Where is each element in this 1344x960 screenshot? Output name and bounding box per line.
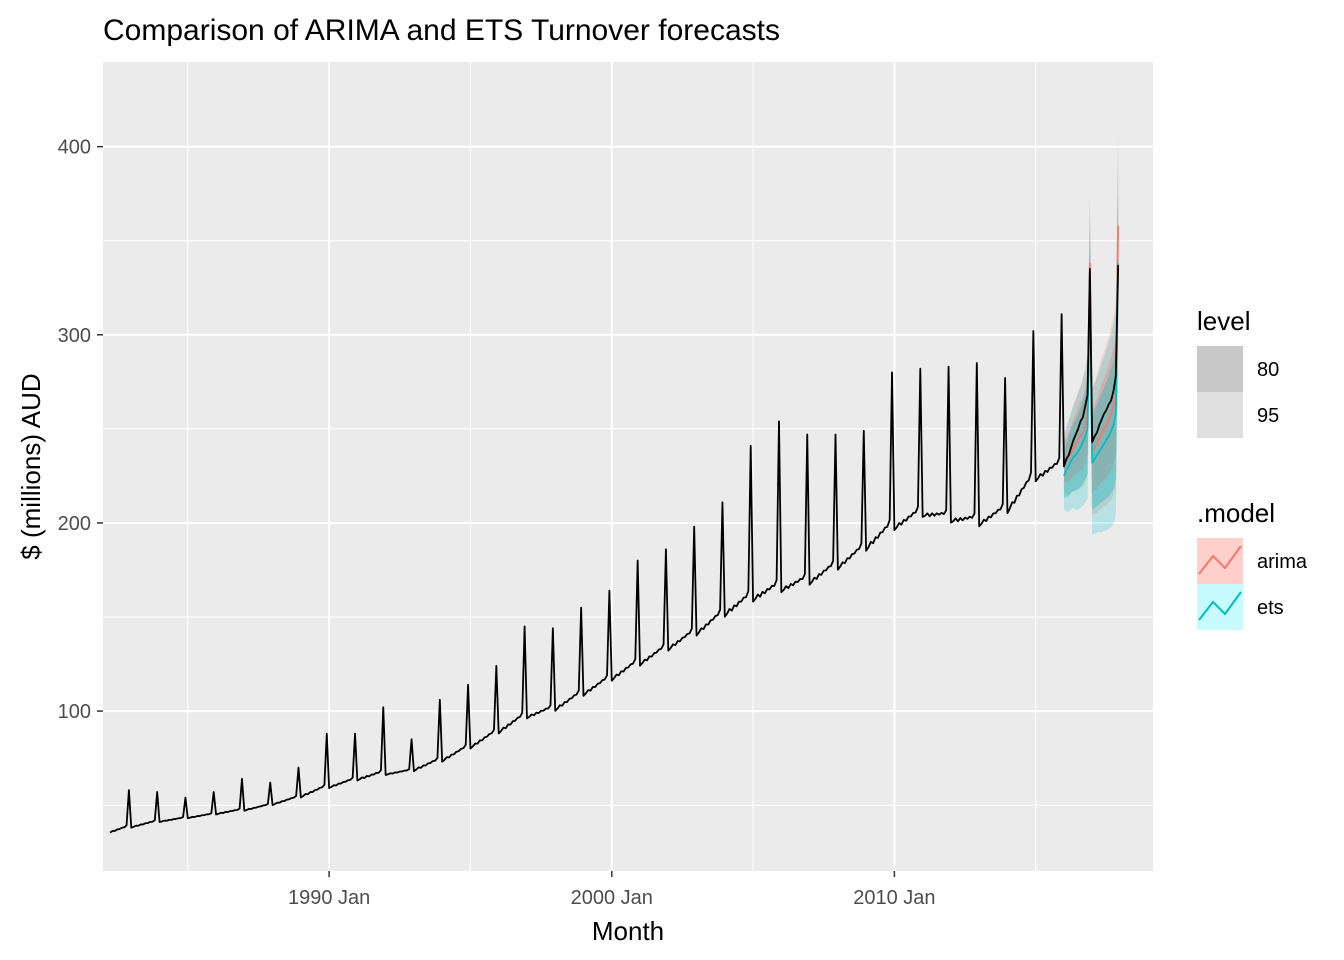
- y-tick-label: 400: [58, 137, 91, 159]
- plot-panel: [103, 62, 1153, 871]
- legend-key: [1197, 584, 1243, 630]
- x-tick-label: 2010 Jan: [853, 887, 935, 909]
- y-tick-label: 300: [58, 325, 91, 347]
- legend-key-line: [1198, 545, 1242, 575]
- legend-title: .model: [1197, 498, 1275, 528]
- chart-title: Comparison of ARIMA and ETS Turnover for…: [103, 14, 780, 47]
- legend-label: ets: [1257, 597, 1284, 619]
- x-tick-label: 2000 Jan: [571, 887, 653, 909]
- axis-tick-labels: 1990 Jan 2000 Jan 2010 Jan 100 200 300 400: [58, 137, 936, 909]
- y-tick-label: 200: [58, 513, 91, 535]
- legend: level 80 95 .model arima ets: [1197, 306, 1308, 630]
- x-tick-label: 1990 Jan: [288, 887, 370, 909]
- legend-key: [1197, 538, 1243, 584]
- y-tick-label: 100: [58, 701, 91, 723]
- legend-label: 95: [1257, 405, 1279, 427]
- major-gridlines: [103, 62, 1153, 871]
- legend-key-line: [1198, 591, 1242, 621]
- series-lines: [109, 225, 1120, 834]
- axis-ticks: [97, 145, 896, 877]
- legend-key: [1197, 346, 1243, 392]
- minor-gridlines: [103, 62, 1153, 871]
- legend-label: arima: [1257, 551, 1308, 573]
- y-axis-title: $ (millions) AUD: [16, 373, 46, 559]
- legend-label: 80: [1257, 359, 1279, 381]
- x-axis-title: Month: [592, 916, 664, 946]
- legend-key: [1197, 392, 1243, 438]
- turnover-line: [109, 265, 1120, 834]
- legend-title: level: [1197, 306, 1250, 336]
